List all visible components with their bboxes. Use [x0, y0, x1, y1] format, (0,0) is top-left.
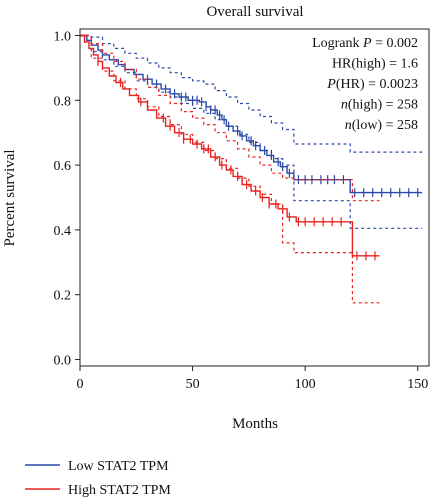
stat-line: HR(high) = 1.6: [332, 57, 418, 72]
y-tick-label: 0.2: [54, 289, 72, 304]
x-tick-label: 150: [407, 377, 428, 392]
ci-upper-low: [80, 34, 423, 153]
stat-line: P(HR) = 0.0023: [326, 77, 418, 92]
legend: Low STAT2 TPM High STAT2 TPM: [25, 459, 171, 498]
y-tick-label: 0.6: [54, 159, 72, 174]
y-tick-label: 0.8: [54, 94, 72, 109]
series-low: [80, 34, 423, 229]
x-tick-label: 0: [77, 377, 84, 392]
plot-frame: [79, 28, 430, 367]
legend-label-low: Low STAT2 TPM: [68, 459, 169, 474]
ci-lower-high: [80, 34, 380, 304]
stat-line: Logrank P = 0.002: [312, 36, 418, 51]
plot-area: [80, 34, 423, 304]
stat-line: n(low) = 258: [345, 118, 418, 133]
stats-annotations: Logrank P = 0.002 HR(high) = 1.6 P(HR) = 0…: [312, 36, 418, 133]
stat-line: n(high) = 258: [341, 98, 418, 113]
x-tick-label: 50: [186, 377, 200, 392]
x-axis-label: Months: [232, 416, 278, 432]
y-tick-label: 1.0: [54, 29, 72, 44]
axes: 0.0 0.2 0.4 0.6 0.8 1.0 0 50 100 150: [54, 28, 430, 392]
x-tick-label: 100: [295, 377, 316, 392]
ci-upper-high: [80, 34, 380, 202]
series-high: [80, 34, 380, 304]
y-tick-label: 0.4: [54, 224, 72, 239]
legend-label-high: High STAT2 TPM: [68, 483, 171, 498]
y-axis-label: Percent survival: [2, 149, 18, 246]
chart-title: Overall survival: [206, 4, 303, 20]
y-tick-label: 0.0: [54, 354, 72, 369]
ci-lower-low: [80, 34, 423, 229]
